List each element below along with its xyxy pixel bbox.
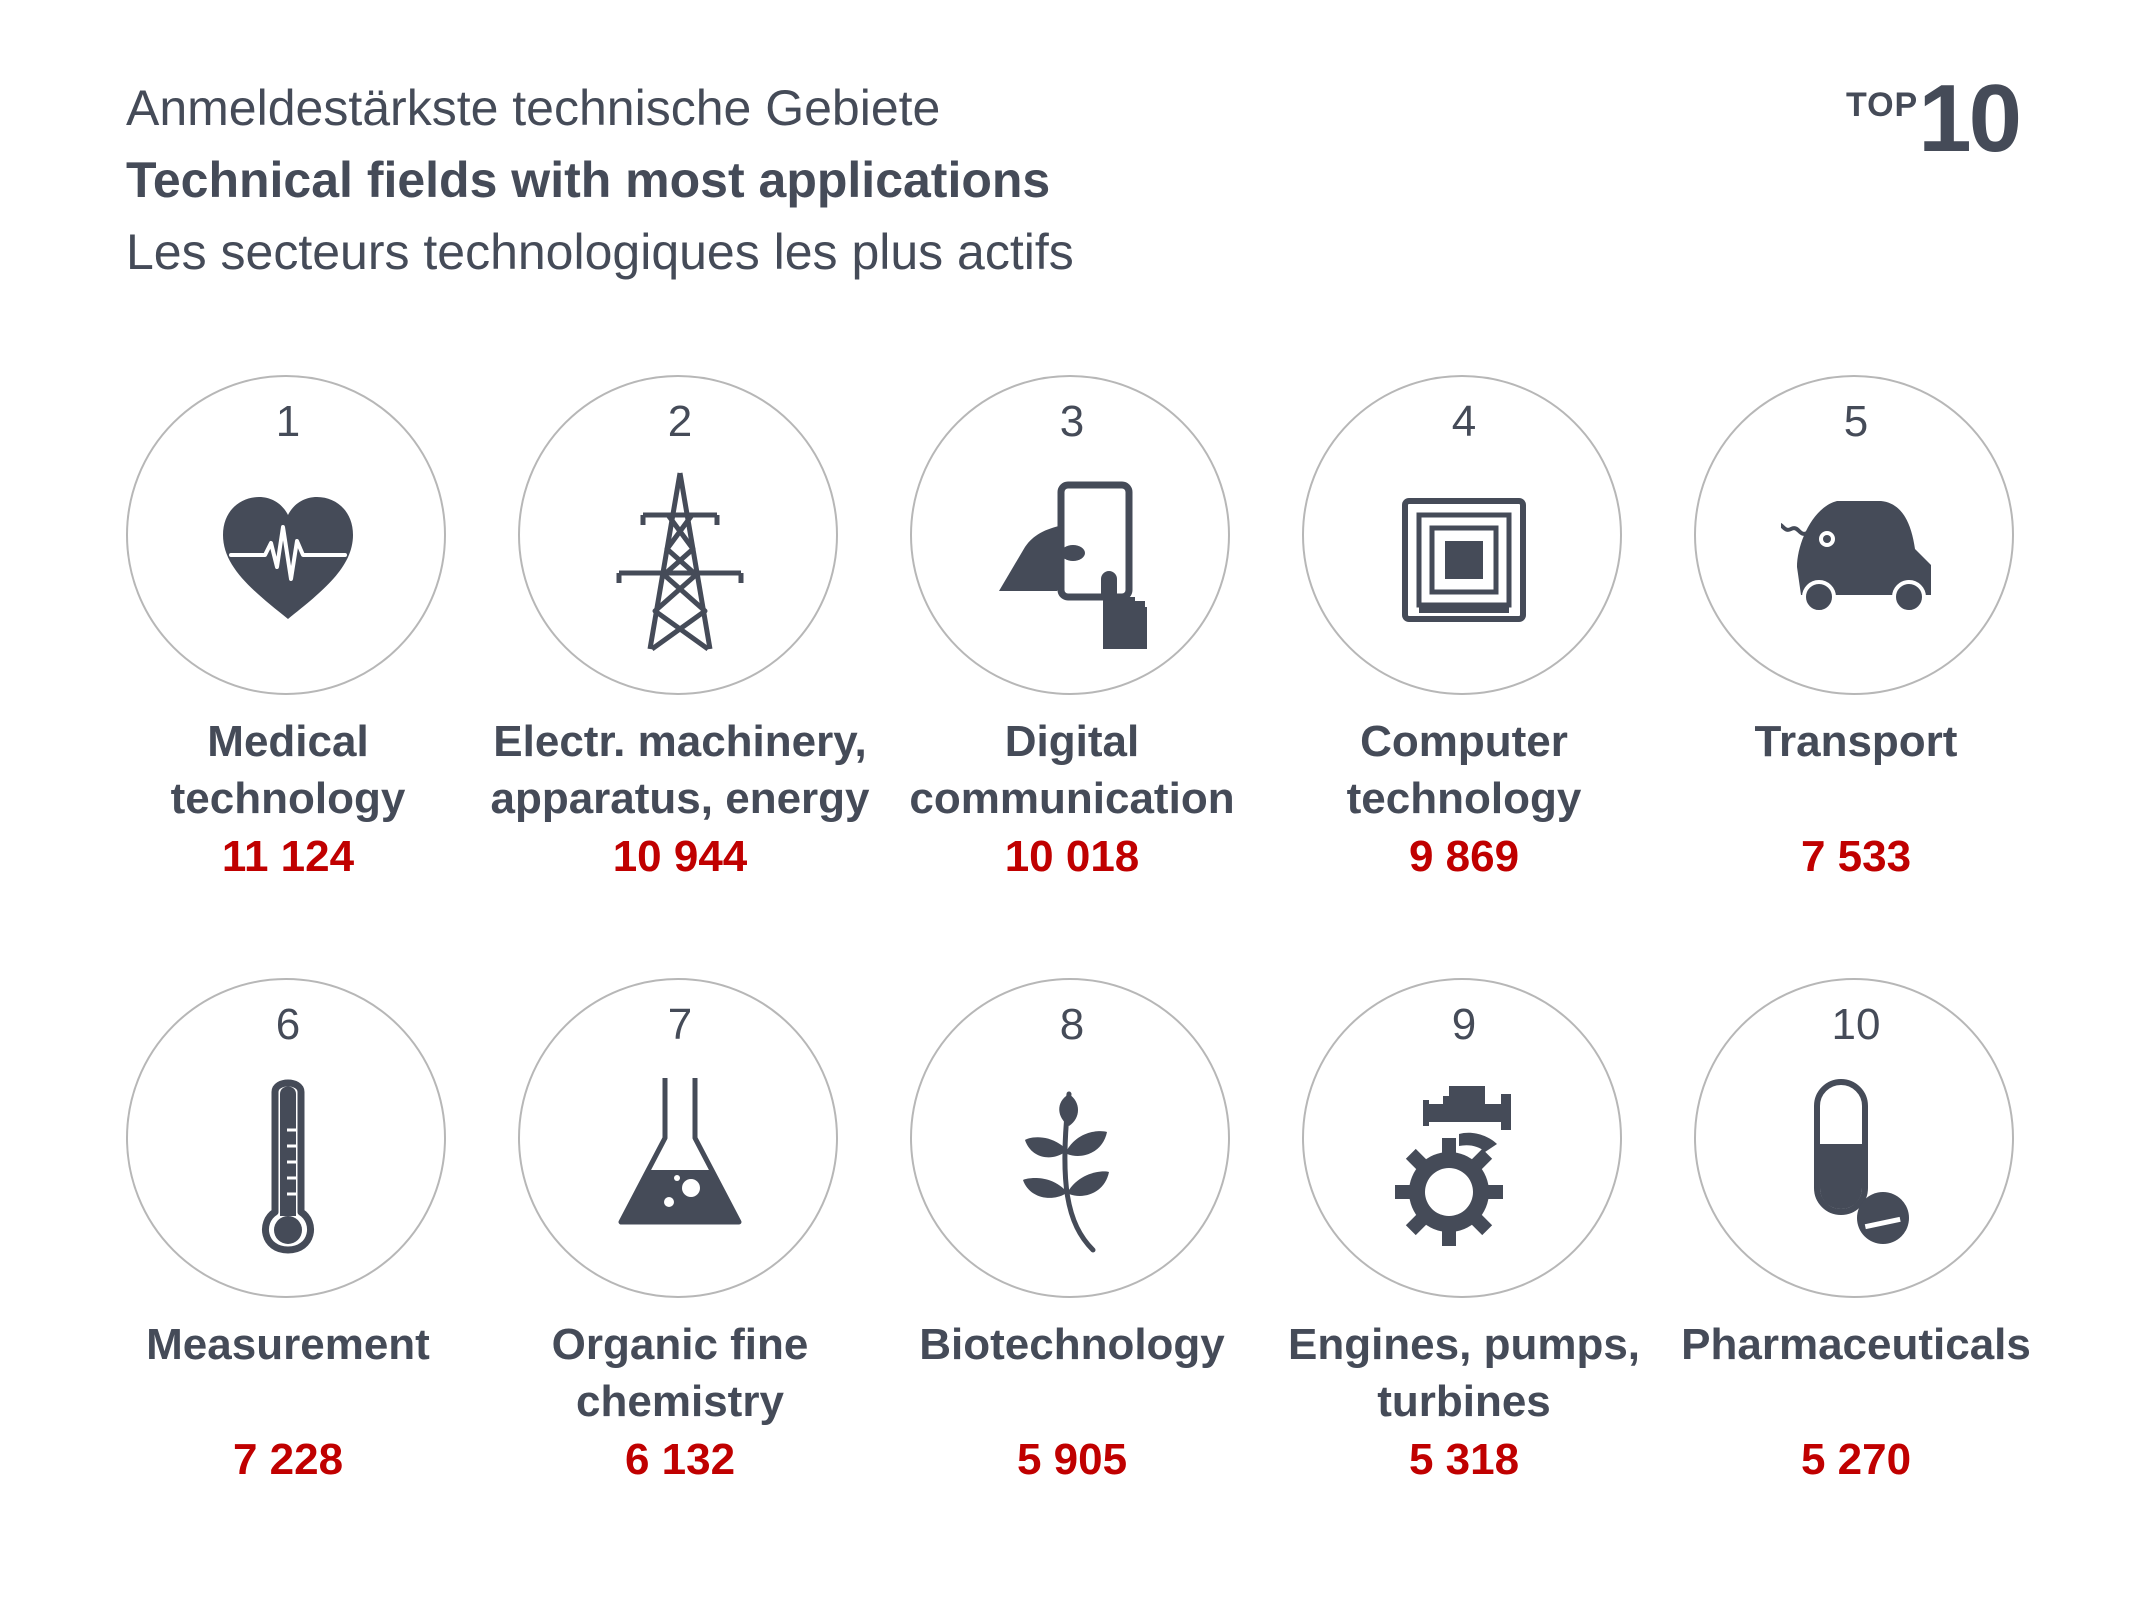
field-value: 6 132 (490, 1433, 870, 1487)
field-label: Engines, pumps, turbines (1264, 1316, 1664, 1430)
chip-icon (1389, 471, 1539, 651)
field-value: 11 124 (98, 830, 478, 884)
top10-badge-top: TOP (1846, 86, 1918, 124)
field-rank: 4 (1274, 397, 1654, 447)
field-rank: 2 (490, 397, 870, 447)
field-rank: 7 (490, 1000, 870, 1050)
title-french: Les secteurs technologiques les plus act… (126, 216, 1074, 288)
field-rank: 3 (882, 397, 1262, 447)
field-label: Biotechnology (872, 1316, 1272, 1373)
field-label: Measurement (88, 1316, 488, 1373)
field-value: 9 869 (1274, 830, 1654, 884)
plant-icon (997, 1074, 1147, 1254)
field-rank: 1 (98, 397, 478, 447)
field-value: 7 533 (1666, 830, 2046, 884)
top10-badge-number: 10 (1918, 65, 2019, 172)
heart-pulse-icon (213, 471, 363, 651)
engine-gear-icon (1389, 1074, 1539, 1254)
power-pylon-icon (605, 471, 755, 651)
field-value: 7 228 (98, 1433, 478, 1487)
field-value: 10 944 (490, 830, 870, 884)
field-label: Electr. machinery, apparatus, energy (480, 713, 880, 827)
field-label: Computer technology (1264, 713, 1664, 827)
field-rank: 10 (1666, 1000, 2046, 1050)
title-german: Anmeldestärkste technische Gebiete (126, 72, 1074, 144)
electric-car-icon (1781, 471, 1931, 651)
field-label: Medical technology (88, 713, 488, 827)
tablet-hand-icon (997, 471, 1147, 651)
field-rank: 9 (1274, 1000, 1654, 1050)
field-label: Pharmaceuticals (1656, 1316, 2056, 1373)
field-value: 10 018 (882, 830, 1262, 884)
title-block: Anmeldestärkste technische Gebiete Techn… (126, 72, 1074, 288)
field-value: 5 318 (1274, 1433, 1654, 1487)
field-rank: 8 (882, 1000, 1262, 1050)
flask-icon (605, 1074, 755, 1254)
field-value: 5 905 (882, 1433, 1262, 1487)
field-label: Organic fine chemistry (480, 1316, 880, 1430)
thermometer-icon (213, 1074, 363, 1254)
field-rank: 6 (98, 1000, 478, 1050)
top10-badge: TOP10 (1846, 64, 2019, 174)
field-rank: 5 (1666, 397, 2046, 447)
field-label: Digital communication (872, 713, 1272, 827)
field-value: 5 270 (1666, 1433, 2046, 1487)
field-label: Transport (1656, 713, 2056, 770)
title-english: Technical fields with most applications (126, 144, 1074, 216)
pill-tablet-icon (1781, 1074, 1931, 1254)
